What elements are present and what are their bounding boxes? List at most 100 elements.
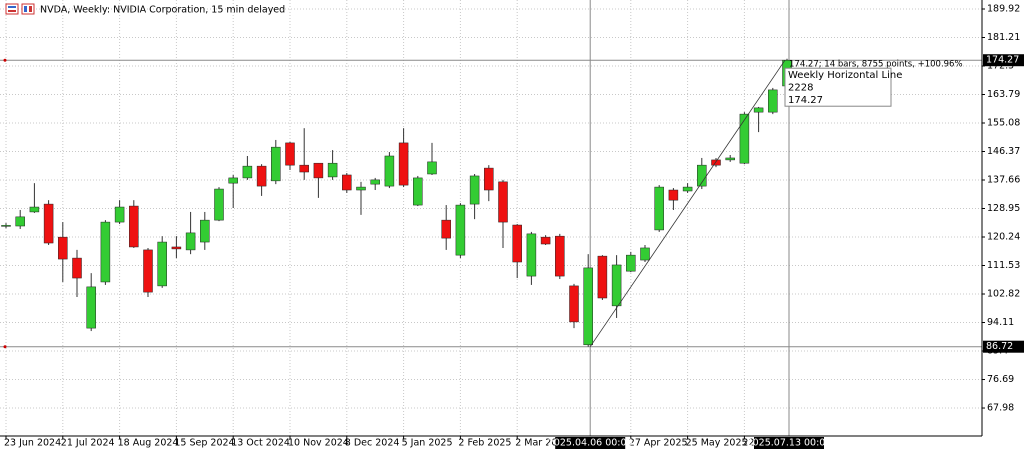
tooltip-text: 2228 bbox=[788, 83, 813, 94]
candle-body bbox=[512, 224, 522, 263]
y-tick-label: 146.37 bbox=[987, 146, 1020, 157]
chart-title: NVDA, Weekly: NVIDIA Corporation, 15 min… bbox=[40, 5, 285, 16]
candle-body bbox=[569, 285, 579, 323]
tooltip-text: Weekly Horizontal Line bbox=[788, 70, 902, 81]
candle-body bbox=[455, 204, 466, 256]
x-tick-label: 2 Feb 2025 bbox=[458, 438, 511, 449]
candle-body bbox=[271, 146, 281, 182]
candle-body bbox=[327, 162, 338, 178]
tooltip-text: 174.27 bbox=[788, 95, 823, 106]
crosshair-label: 2025.07.13 00:00 bbox=[747, 438, 832, 449]
candle-body bbox=[640, 247, 650, 261]
measure-text: 174.27; 14 bars, 8755 points, +100.96% bbox=[789, 60, 963, 70]
candle-body bbox=[285, 142, 295, 166]
y-tick-label: 102.82 bbox=[987, 289, 1020, 300]
y-tick-label: 128.95 bbox=[987, 203, 1020, 214]
candle-body bbox=[43, 203, 54, 244]
x-tick-label: 27 Apr 2025 bbox=[629, 438, 688, 449]
candle-body bbox=[540, 236, 551, 245]
y-tick-label: 67.98 bbox=[987, 403, 1014, 414]
crosshair-label-box bbox=[754, 437, 824, 449]
y-tick-label: 181.21 bbox=[987, 32, 1020, 43]
y-tick-label: 189.92 bbox=[987, 3, 1020, 14]
candle-body bbox=[185, 232, 196, 251]
candle-body bbox=[256, 165, 267, 187]
candle-body bbox=[469, 175, 480, 205]
x-tick-label: 8 Dec 2024 bbox=[345, 438, 400, 449]
candle-body bbox=[611, 264, 622, 307]
tooltip-box bbox=[784, 67, 892, 107]
candle-body bbox=[114, 206, 125, 223]
candle-body bbox=[72, 257, 82, 279]
header-icon bbox=[5, 3, 35, 15]
candle-body bbox=[668, 189, 679, 201]
candle-body bbox=[214, 188, 224, 221]
plot bbox=[0, 0, 982, 436]
candle-body bbox=[441, 219, 451, 239]
y-tick-label: 76.69 bbox=[987, 374, 1014, 385]
x-tick-label: 21 Jul 2024 bbox=[61, 438, 115, 449]
candle-body bbox=[654, 186, 664, 231]
candle-body bbox=[413, 177, 423, 206]
x-tick-label: 2 Mar 2025 bbox=[515, 438, 569, 449]
y-tick-label: 120.24 bbox=[987, 232, 1020, 243]
price-label-box bbox=[983, 54, 1024, 67]
candle-body bbox=[768, 89, 778, 113]
candle-body bbox=[129, 205, 139, 248]
candle-body bbox=[725, 157, 735, 161]
candle-body bbox=[100, 221, 111, 283]
candle-body bbox=[384, 155, 395, 187]
candle-body bbox=[242, 165, 253, 179]
candle-body bbox=[526, 233, 537, 277]
line-anchor bbox=[3, 345, 7, 349]
candle-body bbox=[484, 167, 494, 191]
candle-body bbox=[398, 142, 409, 186]
price-label-box bbox=[983, 340, 1024, 353]
candle-body bbox=[583, 267, 593, 346]
candle-body bbox=[626, 254, 636, 272]
x-tick-label: 10 Nov 2024 bbox=[288, 438, 349, 449]
candle-body bbox=[682, 186, 693, 192]
candle-body bbox=[370, 179, 380, 185]
y-tick-label: 111.53 bbox=[987, 260, 1020, 271]
x-tick-label: 23 Jun 2024 bbox=[4, 438, 61, 449]
candle-body bbox=[1, 225, 11, 227]
candle-body bbox=[711, 159, 721, 166]
x-tick-label: 18 Aug 2024 bbox=[118, 438, 179, 449]
candle-body bbox=[15, 216, 25, 227]
candle-body bbox=[171, 246, 182, 250]
candle-body bbox=[86, 286, 96, 329]
candle-body bbox=[143, 249, 153, 293]
candle-body bbox=[342, 174, 352, 191]
candle-body bbox=[739, 113, 750, 164]
candle-body bbox=[299, 164, 309, 173]
candle-body bbox=[200, 219, 210, 243]
candle-body bbox=[313, 162, 324, 179]
candle-body bbox=[228, 177, 238, 184]
grid bbox=[0, 0, 982, 436]
candle-body bbox=[555, 235, 565, 277]
price-label: 174.27 bbox=[986, 55, 1019, 66]
candle-body bbox=[58, 236, 68, 260]
candle-body bbox=[597, 255, 608, 299]
candle-body bbox=[753, 107, 764, 113]
line-anchor bbox=[3, 58, 7, 62]
candle-body bbox=[157, 241, 167, 287]
candle-body bbox=[498, 181, 508, 223]
y-tick-label: 94.11 bbox=[987, 317, 1014, 328]
y-tick-label: 155.08 bbox=[987, 118, 1020, 129]
x-tick-label: 15 Sep 2024 bbox=[174, 438, 234, 449]
crosshair-label-box bbox=[555, 437, 626, 449]
x-tick-label: 13 Oct 2024 bbox=[231, 438, 290, 449]
crosshair-label: 2025.04.06 00:00 bbox=[548, 438, 633, 449]
trend-line bbox=[589, 59, 786, 347]
y-tick-label: 137.66 bbox=[987, 175, 1020, 186]
candle-body bbox=[356, 186, 366, 191]
price-label: 86.72 bbox=[986, 341, 1013, 352]
y-tick-label: 163.79 bbox=[987, 89, 1020, 100]
candle-body bbox=[427, 161, 437, 175]
x-tick-label: 5 Jan 2025 bbox=[402, 438, 453, 449]
candle-body bbox=[29, 206, 40, 213]
x-tick-label: 25 May 2025 bbox=[686, 438, 748, 449]
